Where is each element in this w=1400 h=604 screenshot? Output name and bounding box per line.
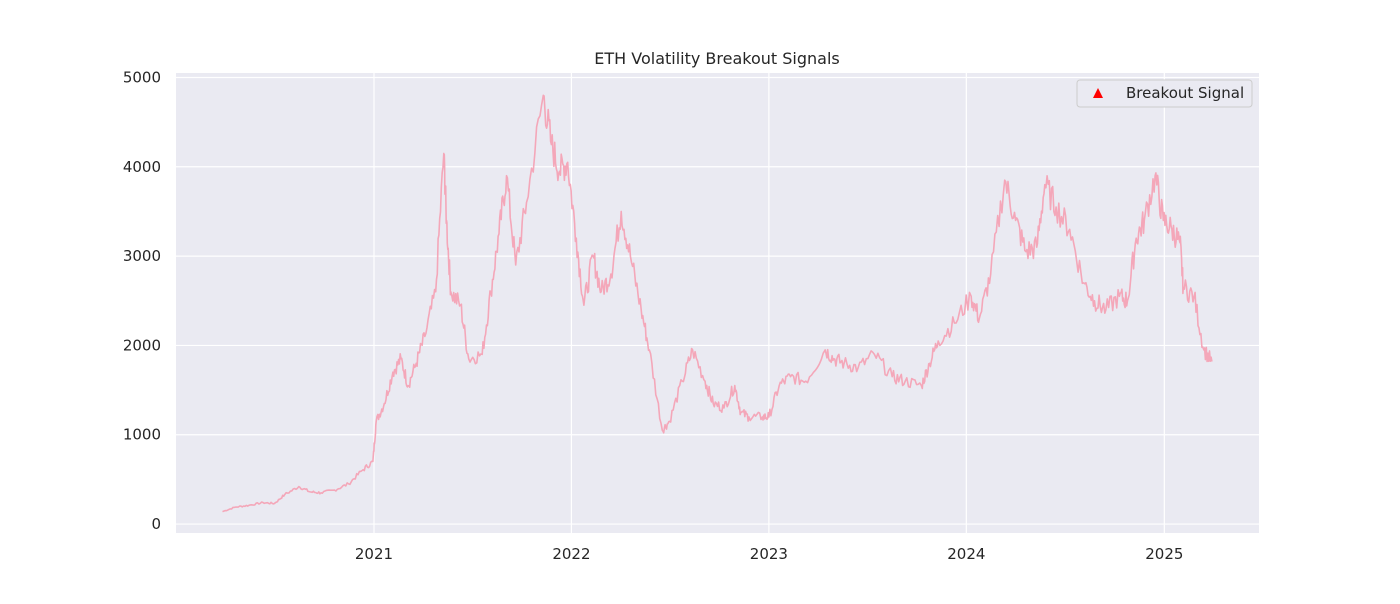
axis-labels: 0 1000 2000 3000 4000 5000 2021 2022 2023 2024 202…	[123, 68, 1184, 563]
x-tick-label: 2021	[355, 545, 393, 563]
legend-box	[1076, 79, 1253, 108]
grid	[176, 73, 1259, 533]
legend-label: Breakout Signal	[1126, 84, 1244, 102]
x-tick-label: 2022	[552, 545, 590, 563]
eth-price-line	[222, 94, 1213, 513]
x-tick-label: 2025	[1145, 545, 1183, 563]
y-tick-label: 4000	[123, 158, 161, 176]
y-tick-label: 3000	[123, 247, 161, 265]
legend-signal-marker	[1093, 88, 1103, 98]
y-tick-label: 5000	[123, 68, 161, 86]
x-tick-label: 2023	[750, 545, 788, 563]
series-layer	[222, 94, 1213, 513]
y-tick-label: 0	[151, 515, 161, 533]
plot-area	[176, 73, 1259, 533]
y-tick-label: 1000	[123, 426, 161, 444]
y-tick-label: 2000	[123, 336, 161, 354]
chart-title: ETH Volatility Breakout Signals	[594, 49, 840, 68]
x-tick-label: 2024	[947, 545, 985, 563]
legend: Breakout Signal	[1076, 79, 1253, 108]
